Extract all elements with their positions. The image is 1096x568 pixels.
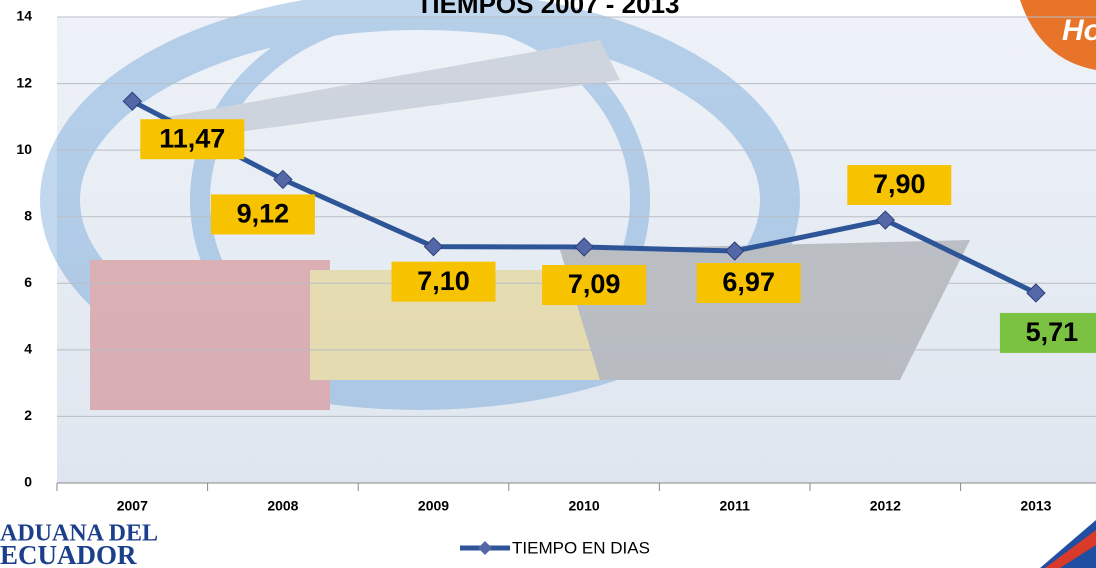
x-tick-label: 2010 bbox=[569, 498, 600, 514]
x-tick-label: 2013 bbox=[1020, 498, 1051, 514]
y-tick-label: 12 bbox=[16, 74, 32, 90]
legend-marker bbox=[478, 541, 492, 555]
y-tick-label: 6 bbox=[24, 274, 32, 290]
x-tick-label: 2011 bbox=[720, 498, 751, 514]
y-tick-label: 14 bbox=[16, 8, 32, 24]
legend-label: TIEMPO EN DIAS bbox=[512, 538, 650, 557]
chart: TIEMPOS 2007 - 2013 Ho ADUANA DEL ECUADO… bbox=[0, 0, 1096, 568]
x-tick-label: 2009 bbox=[418, 498, 449, 514]
chart-title: TIEMPOS 2007 - 2013 bbox=[416, 0, 679, 19]
value-label: 11,47 bbox=[159, 123, 225, 153]
y-tick-label: 2 bbox=[24, 407, 32, 423]
value-label: 7,90 bbox=[873, 169, 926, 199]
x-tick-label: 2008 bbox=[267, 498, 298, 514]
value-label: 6,97 bbox=[722, 267, 775, 297]
y-tick-label: 0 bbox=[24, 474, 32, 490]
y-tick-label: 10 bbox=[16, 141, 32, 157]
value-label: 7,10 bbox=[417, 266, 470, 296]
value-label: 5,71 bbox=[1026, 317, 1079, 347]
badge: Ho bbox=[1062, 14, 1096, 47]
page: {"chart_data": {"type": "line", "title":… bbox=[0, 0, 1096, 568]
x-tick-label: 2007 bbox=[117, 498, 148, 514]
y-tick-label: 4 bbox=[24, 341, 32, 357]
value-label: 7,09 bbox=[568, 269, 621, 299]
logo-line: ECUADOR bbox=[0, 540, 137, 568]
x-tick-label: 2012 bbox=[870, 498, 901, 514]
y-tick-label: 8 bbox=[24, 207, 32, 223]
value-label: 9,12 bbox=[237, 199, 290, 229]
